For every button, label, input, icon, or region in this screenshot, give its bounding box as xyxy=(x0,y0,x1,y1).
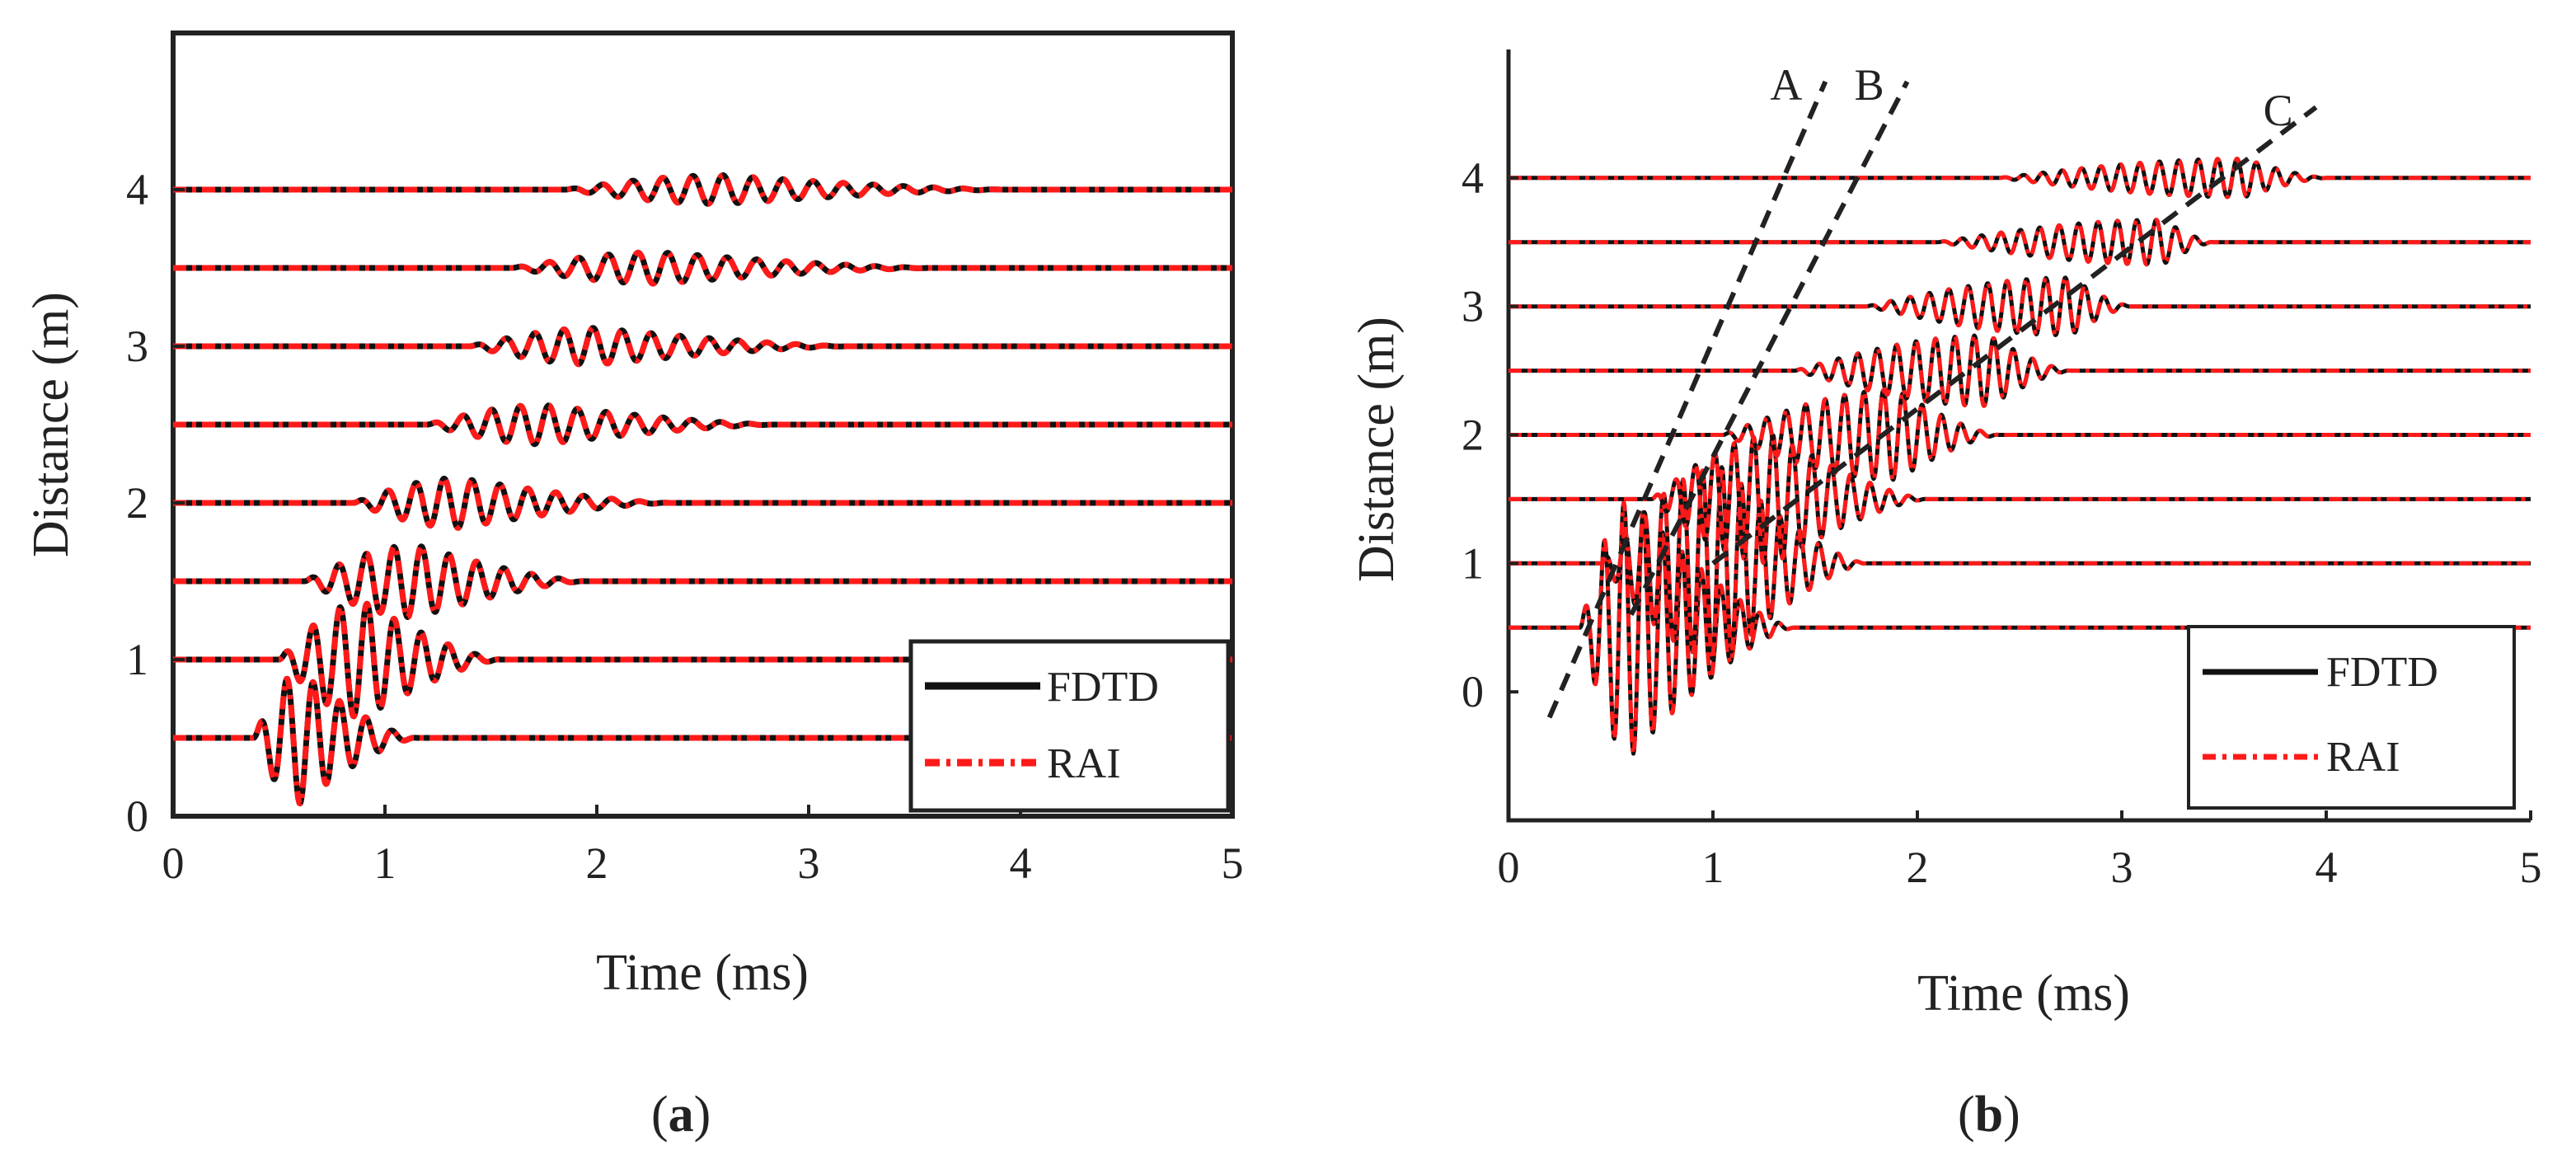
panel-b-guide-line-b xyxy=(1629,80,1910,617)
panel-b-y-tick-label-4: 4 xyxy=(1462,153,1484,203)
panel-b-x-tick-label-1: 1 xyxy=(1702,843,1724,892)
panel-a-caption: (a) xyxy=(651,1087,711,1143)
panel-a-legend-rai-label: RAI xyxy=(1047,740,1121,787)
panel-a-trace-3-rai xyxy=(171,543,1235,620)
panel-a-trace-4 xyxy=(171,475,1235,531)
panel-a-x-tick-label-3: 3 xyxy=(798,838,820,888)
panel-b-x-tick-label-3: 3 xyxy=(2111,843,2133,892)
panel-a-trace-6 xyxy=(171,325,1235,368)
panel-a-trace-5 xyxy=(171,402,1235,448)
panel-b-x-tick-label-2: 2 xyxy=(1907,843,1929,892)
panel-b-legend: FDTD RAI xyxy=(2187,625,2516,810)
panel-b-trace-4 xyxy=(1507,388,2532,482)
panel-b-trace-5-rai xyxy=(1507,333,2532,408)
panel-b-trace-6-rai xyxy=(1507,275,2532,337)
panel-a-trace-3 xyxy=(171,543,1235,620)
panel-a-x-tick-label-0: 0 xyxy=(162,838,185,888)
panel-b-y-tick-label-1: 1 xyxy=(1462,538,1484,588)
panel-b-y-ticks: 0 1 2 3 4 xyxy=(1462,153,1518,716)
panel-b-caption: (b) xyxy=(1958,1087,2020,1143)
panel-b-trace-3-rai xyxy=(1507,433,2532,566)
panel-b-guide-lines: A B C xyxy=(1546,60,2318,719)
panel-b-x-tick-label-5: 5 xyxy=(2520,843,2542,892)
panel-b-trace-2-rai xyxy=(1507,465,2532,661)
panel-b-trace-8-rai xyxy=(1507,157,2532,200)
panel-a-x-axis-label: Time (ms) xyxy=(596,945,809,1001)
panel-a-y-ticks: 0 1 2 3 4 xyxy=(126,165,185,841)
panel-a-trace-7 xyxy=(171,249,1235,287)
panel-b-x-tick-label-0: 0 xyxy=(1498,843,1520,892)
panel-b-trace-3 xyxy=(1507,433,2532,566)
panel-b-trace-7-rai xyxy=(1507,218,2532,267)
panel-a-y-tick-label-1: 1 xyxy=(126,635,148,684)
panel-b-trace-5 xyxy=(1507,333,2532,408)
panel-b-trace-7 xyxy=(1507,218,2532,267)
panel-b-legend-fdtd-label: FDTD xyxy=(2326,649,2438,696)
panel-b-traces xyxy=(1507,157,2532,756)
panel-a-trace-4-rai xyxy=(171,475,1235,531)
panel-a-x-ticks: 0 1 2 3 4 5 xyxy=(162,805,1244,888)
panel-a-x-tick-label-5: 5 xyxy=(1222,838,1244,888)
panel-a-trace-8-rai xyxy=(171,172,1235,207)
panel-a-trace-6-rai xyxy=(171,325,1235,368)
panel-a-y-tick-label-0: 0 xyxy=(126,791,148,841)
panel-a-trace-7-rai xyxy=(171,249,1235,287)
panel-a-legend-fdtd-label: FDTD xyxy=(1047,664,1159,711)
panel-b-y-tick-label-3: 3 xyxy=(1462,282,1484,331)
panel-a-y-tick-label-3: 3 xyxy=(126,322,148,371)
panel-b-x-axis-label: Time (ms) xyxy=(1917,965,2130,1021)
panel-b-legend-rai-label: RAI xyxy=(2326,734,2400,781)
panel-b-trace-6 xyxy=(1507,275,2532,337)
panel-a-x-tick-label-1: 1 xyxy=(374,838,396,888)
panel-a-x-tick-label-4: 4 xyxy=(1010,838,1032,888)
panel-b-trace-1-rai xyxy=(1507,500,2532,756)
panel-a-y-tick-label-4: 4 xyxy=(126,165,148,214)
panel-b-guide-line-a xyxy=(1546,80,1828,719)
panel-b-y-tick-label-0: 0 xyxy=(1462,667,1484,716)
panel-a-legend: FDTD RAI xyxy=(908,639,1231,813)
panel-a-legend-box xyxy=(908,639,1231,813)
panel-b-y-tick-label-2: 2 xyxy=(1462,411,1484,460)
panel-b-guide-line-c xyxy=(1711,105,2318,566)
panel-b-legend-box xyxy=(2187,625,2516,810)
panel-b-trace-4-rai xyxy=(1507,388,2532,482)
panel-b-x-ticks: 0 1 2 3 4 5 xyxy=(1498,810,2542,892)
panel-a-y-axis-label: Distance (m) xyxy=(23,292,79,557)
panel-b-guide-label-b: B xyxy=(1855,60,1884,110)
panel-a-trace-8 xyxy=(171,172,1235,207)
panel-b-guide-label-c: C xyxy=(2264,86,2293,135)
panel-b-trace-8 xyxy=(1507,157,2532,200)
panel-a-x-tick-label-2: 2 xyxy=(586,838,608,888)
panel-b-guide-label-a: A xyxy=(1770,60,1802,110)
panel-b-trace-2 xyxy=(1507,465,2532,661)
panel-b-y-axis-label: Distance (m) xyxy=(1349,317,1405,582)
panel-a-y-tick-label-2: 2 xyxy=(126,478,148,528)
panel-a-chart: 0 1 2 3 4 5 0 1 2 3 4 Time (ms) Distance (m) FDTD… xyxy=(23,31,1244,1143)
panel-a-trace-5-rai xyxy=(171,402,1235,448)
panel-b-x-tick-label-4: 4 xyxy=(2316,843,2338,892)
